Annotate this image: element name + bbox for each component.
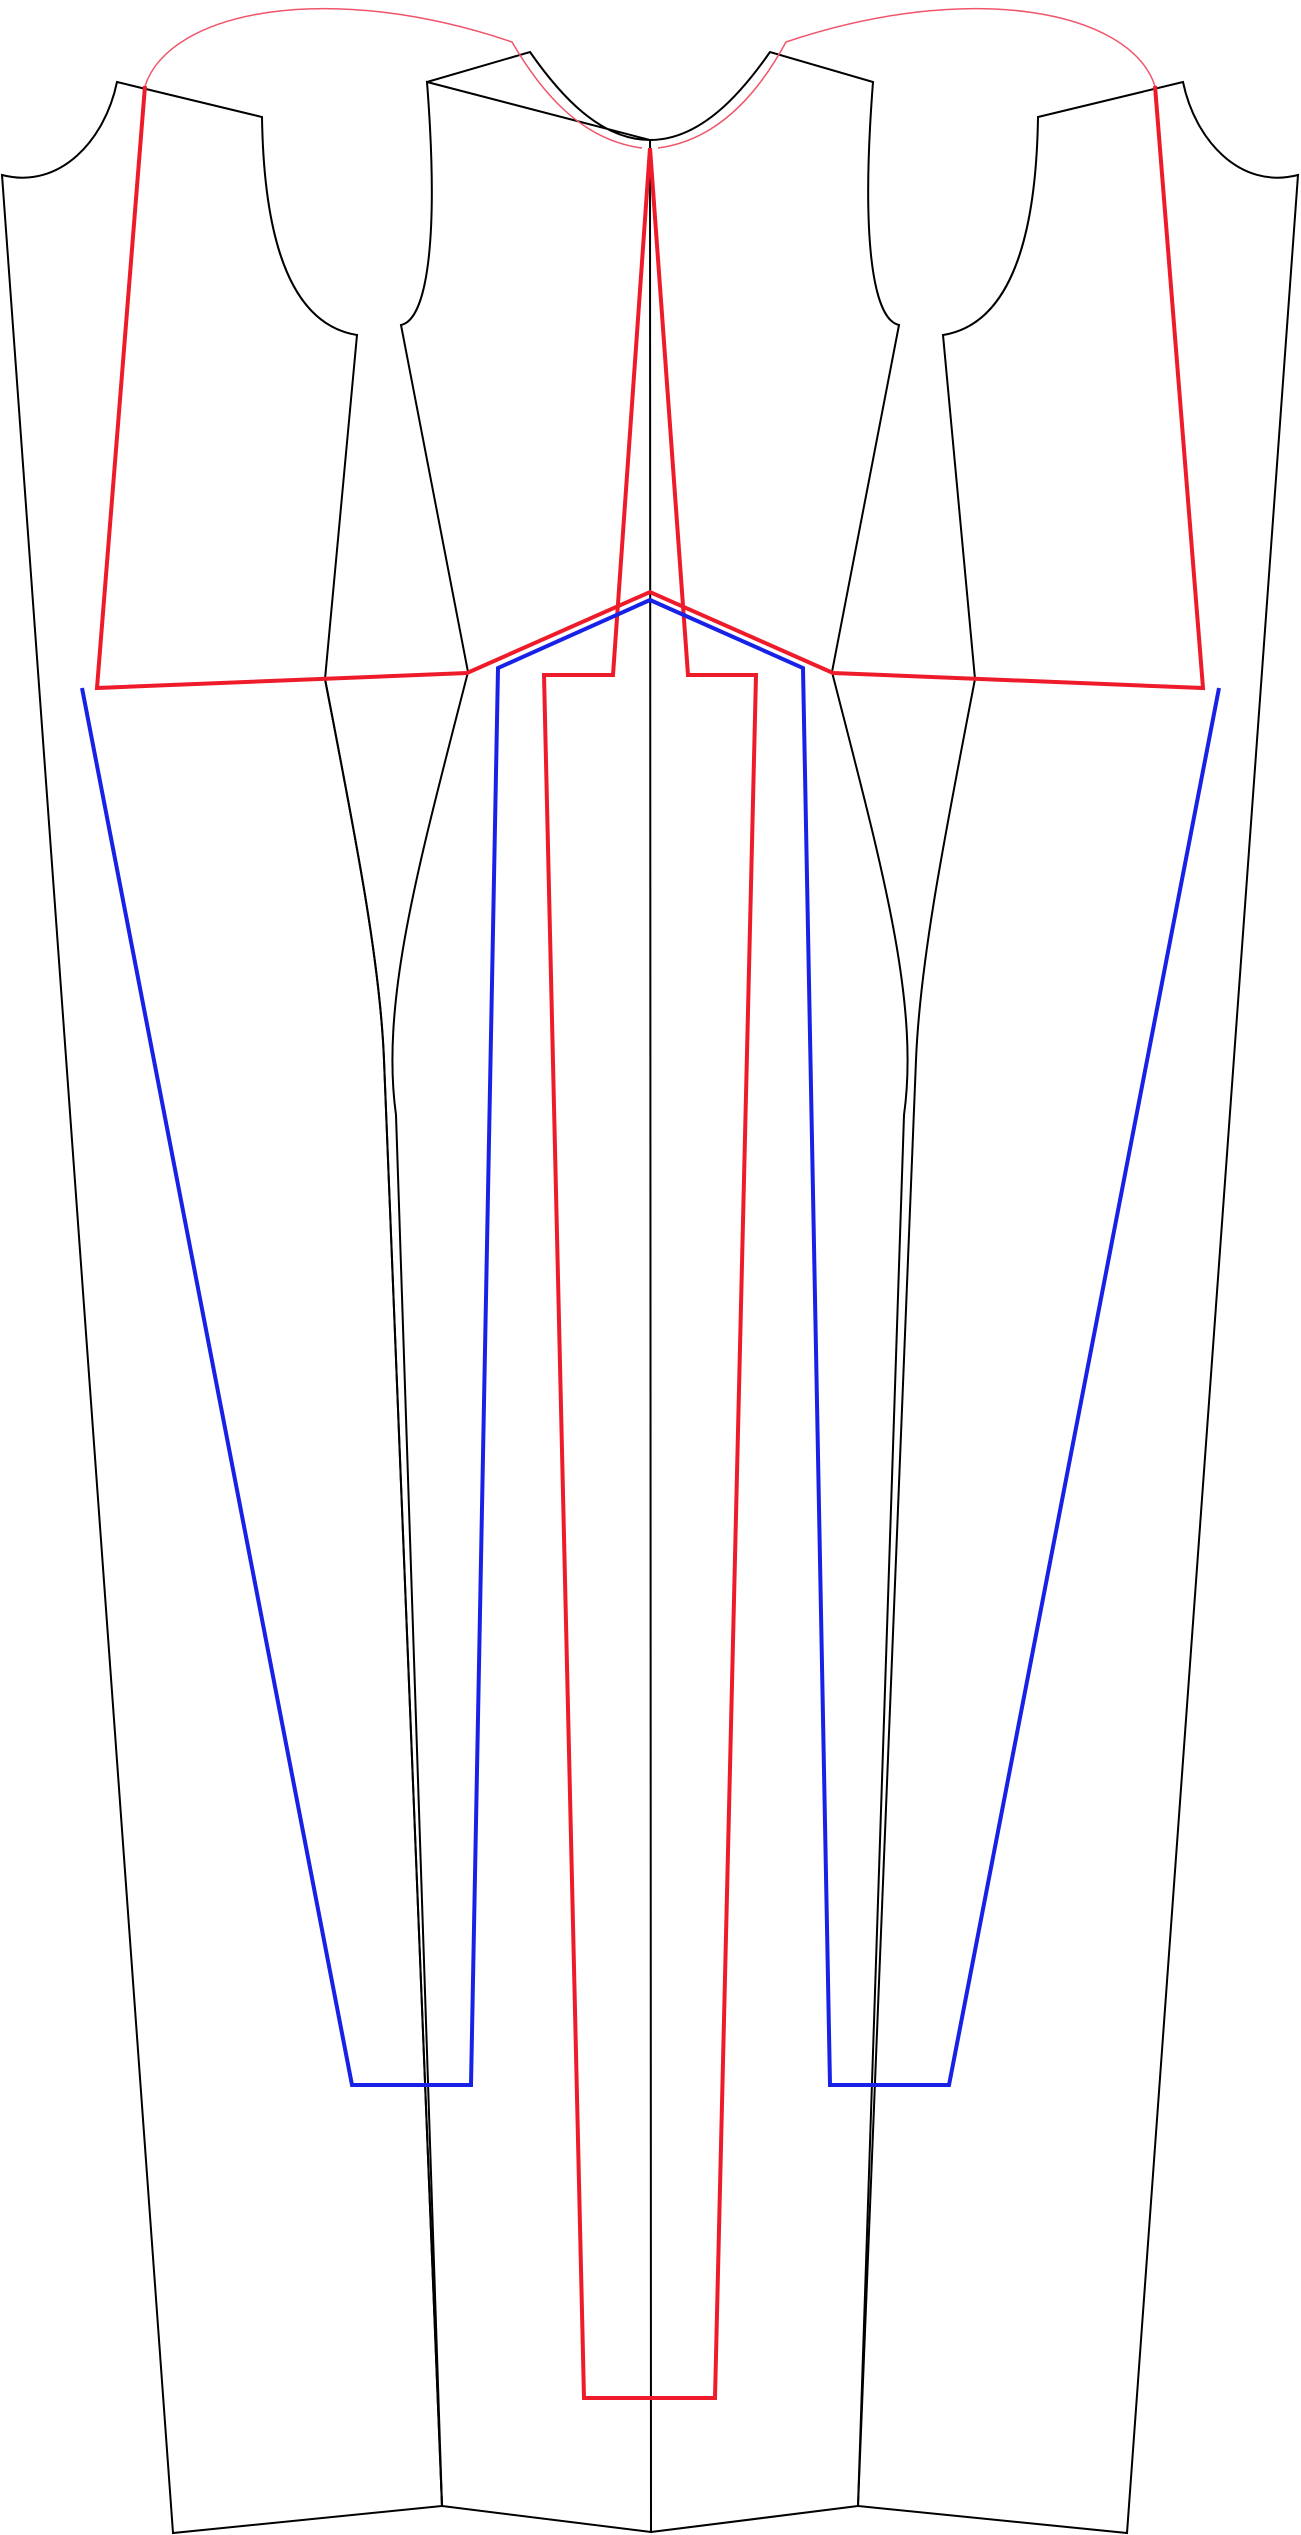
left-front-panel [391, 50, 653, 2534]
red-center-placket [541, 147, 759, 2400]
blue-inner-outline [80, 597, 1221, 2087]
red-yoke-outline [94, 85, 1206, 691]
red-guides [94, 7, 1206, 2400]
left-side-panel [0, 80, 444, 2535]
red-thin-neck-curves [144, 7, 1156, 149]
blue-guides [80, 597, 1221, 2087]
center-front-panel [649, 50, 909, 2533]
pattern-outlines [0, 50, 1300, 2535]
left-inner-seam [324, 678, 443, 2507]
right-front-panel [856, 80, 1300, 2535]
